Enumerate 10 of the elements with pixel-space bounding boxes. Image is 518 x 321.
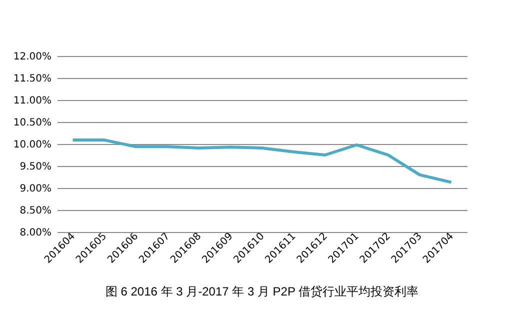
y-tick-label: 11.50%	[13, 74, 52, 84]
line-series	[71, 138, 453, 184]
y-tick-label: 11.00%	[13, 96, 52, 106]
y-tick-label: 10.00%	[13, 140, 52, 150]
y-tick-label: 8.50%	[20, 206, 52, 216]
caption: 图 6 2016 年 3 月-2017 年 3 月 P2P 借贷行业平均投资利率	[105, 284, 419, 299]
y-tick-label: 9.50%	[20, 162, 52, 172]
y-tick-label: 10.50%	[13, 118, 52, 128]
y-tick-label: 9.00%	[20, 184, 52, 194]
y-tick-label: 12.00%	[13, 52, 52, 62]
